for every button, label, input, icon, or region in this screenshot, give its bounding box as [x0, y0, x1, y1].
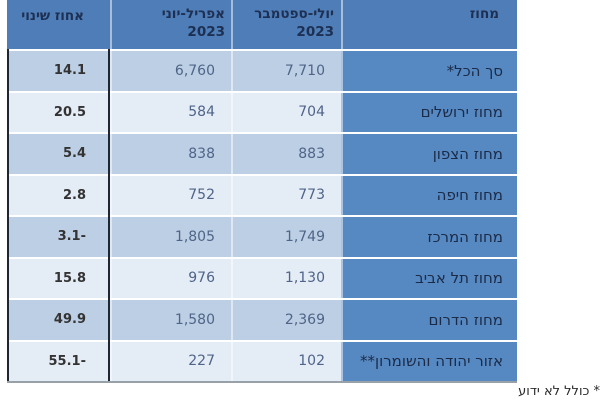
percent-change-value: 15.8 [53, 270, 86, 286]
column-header-jul-sep-line1: יולי-ספטמבר [254, 6, 334, 22]
jul-sep-value-cell: 102 [231, 341, 341, 381]
jul-sep-value: 102 [298, 353, 325, 370]
column-header-jul-sep-line2: 2023 [296, 23, 334, 40]
percent-change-value-cell: 2.8 [7, 175, 110, 215]
district-name: מחוז חיפה [436, 186, 503, 205]
table-row: אזור יהודה והשומרון** 102 227 55.1- [7, 339, 517, 381]
percent-change-value: 55.1- [48, 353, 86, 369]
district-name: מחוז הדרום [428, 310, 503, 329]
table-row: מחוז תל אביב 1,130 976 15.8 [7, 256, 517, 298]
jul-sep-value-cell: 773 [231, 175, 341, 215]
apr-jun-value: 1,580 [174, 311, 215, 328]
district-name: מחוז הצפון [432, 144, 503, 163]
apr-jun-value-cell: 752 [110, 175, 231, 215]
district-name-cell: מחוז המרכז [341, 217, 517, 257]
jul-sep-value: 2,369 [284, 311, 325, 328]
districts-table: מחוז יולי-ספטמבר 2023 אפריל-יוני 2023 אח… [7, 0, 517, 383]
percent-change-value-cell: 15.8 [7, 258, 110, 298]
apr-jun-value: 976 [188, 270, 215, 287]
percent-change-value: 5.4 [62, 146, 86, 162]
percent-change-value-cell: 20.5 [7, 92, 110, 132]
apr-jun-value-cell: 1,580 [110, 300, 231, 340]
percent-change-value: 3.1- [57, 229, 86, 245]
percent-change-value-cell: 14.1 [7, 51, 110, 91]
percent-change-value: 2.8 [62, 187, 86, 203]
column-header-percent-change: אחוז שינוי [7, 0, 110, 49]
table-row: מחוז חיפה 773 752 2.8 [7, 173, 517, 215]
district-name: סך הכל* [446, 61, 503, 80]
jul-sep-value: 883 [298, 145, 325, 162]
jul-sep-value-cell: 883 [231, 134, 341, 174]
district-name-cell: מחוז ירושלים [341, 92, 517, 132]
jul-sep-value: 1,130 [284, 270, 325, 287]
column-header-jul-sep-2023: יולי-ספטמבר 2023 [231, 0, 341, 49]
jul-sep-value-cell: 2,369 [231, 300, 341, 340]
apr-jun-value-cell: 1,805 [110, 217, 231, 257]
district-name-cell: מחוז חיפה [341, 175, 517, 215]
district-name-cell: מחוז הצפון [341, 134, 517, 174]
apr-jun-value-cell: 584 [110, 92, 231, 132]
column-header-percent-change-label: אחוז שינוי [21, 8, 84, 24]
apr-jun-value: 1,805 [174, 228, 215, 245]
table-row: מחוז ירושלים 704 584 20.5 [7, 90, 517, 132]
footnote: * כולל לא ידוע [518, 384, 600, 399]
percent-change-value-cell: 55.1- [7, 341, 110, 381]
percent-change-value-cell: 49.9 [7, 300, 110, 340]
district-name: מחוז תל אביב [415, 269, 503, 288]
apr-jun-value: 227 [188, 353, 215, 370]
jul-sep-value: 704 [298, 104, 325, 121]
district-name-cell: מחוז הדרום [341, 300, 517, 340]
apr-jun-value-cell: 227 [110, 341, 231, 381]
jul-sep-value: 773 [298, 187, 325, 204]
jul-sep-value-cell: 1,130 [231, 258, 341, 298]
apr-jun-value-cell: 6,760 [110, 51, 231, 91]
table-row: מחוז הצפון 883 838 5.4 [7, 132, 517, 174]
jul-sep-value: 1,749 [284, 228, 325, 245]
apr-jun-value-cell: 976 [110, 258, 231, 298]
apr-jun-value: 752 [188, 187, 215, 204]
table-header-row: מחוז יולי-ספטמבר 2023 אפריל-יוני 2023 אח… [7, 0, 517, 49]
jul-sep-value-cell: 7,710 [231, 51, 341, 91]
jul-sep-value: 7,710 [284, 62, 325, 79]
column-header-district-label: מחוז [469, 6, 499, 22]
percent-change-value-cell: 5.4 [7, 134, 110, 174]
percent-column-dark-border [108, 49, 110, 381]
table-row: סך הכל* 7,710 6,760 14.1 [7, 49, 517, 91]
district-name-cell: סך הכל* [341, 51, 517, 91]
column-header-district: מחוז [341, 0, 517, 49]
percent-change-value: 49.9 [53, 312, 86, 328]
table-outer-dark-border [7, 49, 9, 381]
percent-change-value-cell: 3.1- [7, 217, 110, 257]
column-header-apr-jun-line2: 2023 [187, 23, 225, 40]
apr-jun-value: 584 [188, 104, 215, 121]
column-header-apr-jun-2023: אפריל-יוני 2023 [110, 0, 231, 49]
jul-sep-value-cell: 704 [231, 92, 341, 132]
table-body: סך הכל* 7,710 6,760 14.1 מחוז ירושלים 70… [7, 49, 517, 381]
column-header-apr-jun-line1: אפריל-יוני [161, 6, 225, 22]
district-name: מחוז ירושלים [420, 103, 503, 122]
district-name-cell: אזור יהודה והשומרון** [341, 341, 517, 381]
percent-change-value: 14.1 [53, 63, 86, 79]
table-row: מחוז המרכז 1,749 1,805 3.1- [7, 215, 517, 257]
jul-sep-value-cell: 1,749 [231, 217, 341, 257]
district-name-cell: מחוז תל אביב [341, 258, 517, 298]
apr-jun-value-cell: 838 [110, 134, 231, 174]
apr-jun-value: 6,760 [174, 62, 215, 79]
district-name: מחוז המרכז [427, 227, 503, 246]
apr-jun-value: 838 [188, 145, 215, 162]
district-name: אזור יהודה והשומרון** [360, 352, 503, 371]
table-row: מחוז הדרום 2,369 1,580 49.9 [7, 298, 517, 340]
percent-change-value: 20.5 [53, 104, 86, 120]
